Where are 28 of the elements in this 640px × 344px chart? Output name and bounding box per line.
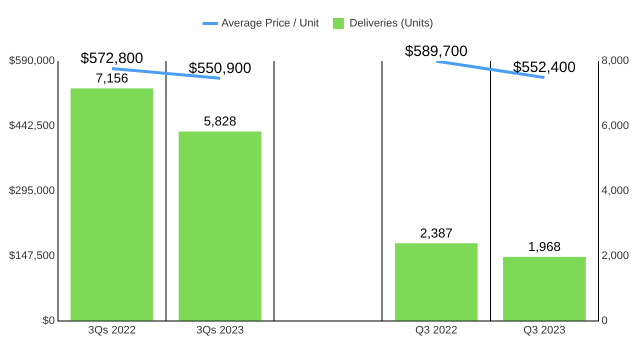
y2-tick-label: 8,000 — [601, 55, 630, 68]
data-label: $589,700 — [405, 42, 468, 60]
data-label: 7,156 — [96, 70, 128, 86]
y-tick-label: $0 — [42, 314, 55, 327]
data-label: $550,900 — [188, 60, 252, 77]
legend-label: Average Price / Unit — [221, 18, 319, 30]
y-tick-label: $590,000 — [8, 55, 55, 68]
y-tick-label: $442,500 — [8, 120, 55, 132]
data-label: 5,828 — [204, 114, 236, 129]
y2-tick-label: 2,000 — [601, 250, 630, 262]
bar — [70, 88, 154, 321]
y2-tick-label: 4,000 — [601, 184, 630, 197]
y-tick-label: $147,500 — [8, 250, 55, 262]
data-label: $572,800 — [80, 50, 144, 68]
y2-tick-label: 0 — [601, 314, 608, 327]
bar — [394, 243, 478, 321]
data-label: 1,968 — [528, 238, 561, 254]
x-tick-label: Q3 2023 — [523, 324, 566, 336]
x-tick-label: 3Qs 2023 — [196, 324, 244, 336]
x-tick-label: 3Qs 2022 — [88, 324, 136, 336]
y-tick-label: $295,000 — [8, 184, 55, 197]
legend-label: Deliveries (Units) — [349, 18, 434, 30]
bar — [178, 132, 262, 321]
x-tick-label: Q3 2022 — [415, 324, 458, 336]
data-label: 2,387 — [420, 225, 453, 240]
y2-tick-label: 6,000 — [601, 120, 630, 132]
bar — [503, 256, 586, 321]
data-label: $552,400 — [513, 59, 576, 76]
